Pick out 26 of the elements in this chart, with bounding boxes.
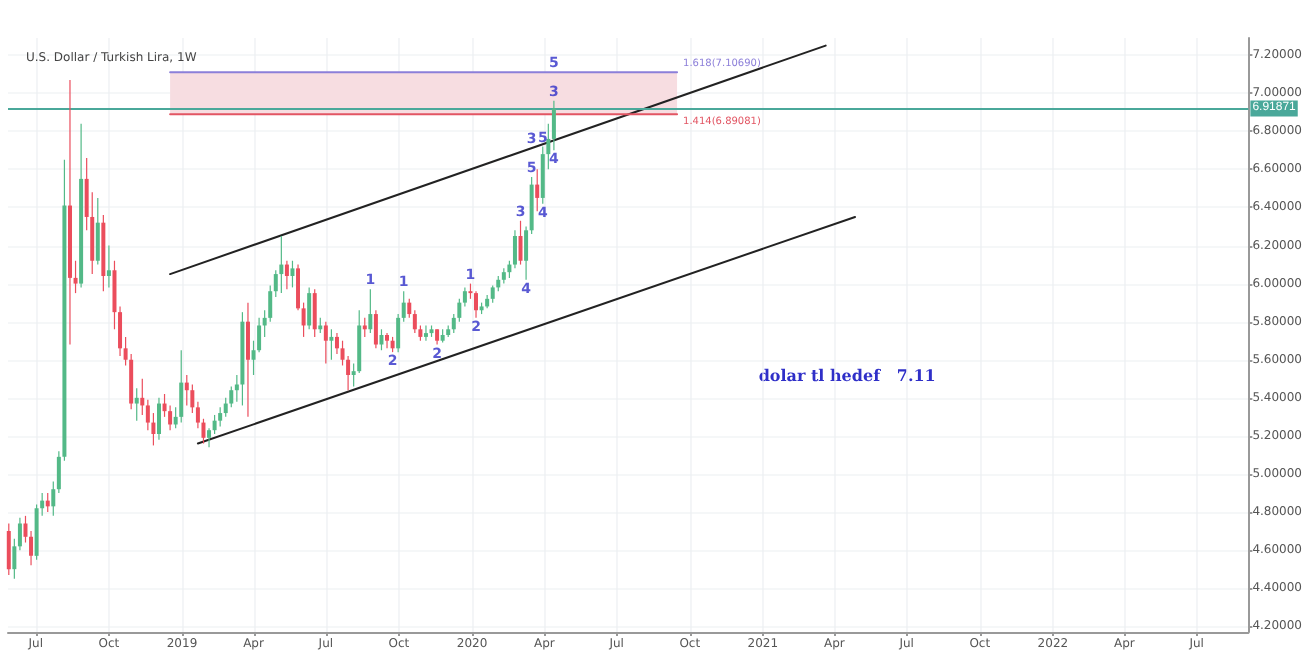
candlestick: [373, 309, 378, 349]
candlestick: [535, 168, 540, 212]
candlestick: [290, 260, 295, 288]
candlestick: [279, 235, 284, 294]
candlestick: [474, 290, 479, 319]
candlestick: [323, 321, 328, 365]
candlestick: [6, 522, 11, 576]
candlestick: [184, 374, 189, 407]
candlestick: [95, 197, 100, 266]
candlestick: [156, 397, 161, 441]
candlestick: [423, 324, 428, 342]
candlestick: [362, 317, 367, 338]
candlestick: [518, 220, 523, 266]
annotation: dolar tl hedef 7.11: [758, 365, 936, 386]
candlestick: [307, 286, 312, 330]
candlestick: [329, 328, 334, 361]
candlestick: [179, 349, 184, 424]
candlestick: [284, 260, 289, 290]
candlestick: [379, 328, 384, 351]
candlestick: [134, 387, 139, 422]
candlestick: [368, 288, 373, 334]
candlestick: [218, 406, 223, 427]
candlestick: [245, 302, 250, 418]
candlestick: [312, 288, 317, 338]
candlestick: [385, 332, 390, 349]
candlestick: [106, 244, 111, 288]
